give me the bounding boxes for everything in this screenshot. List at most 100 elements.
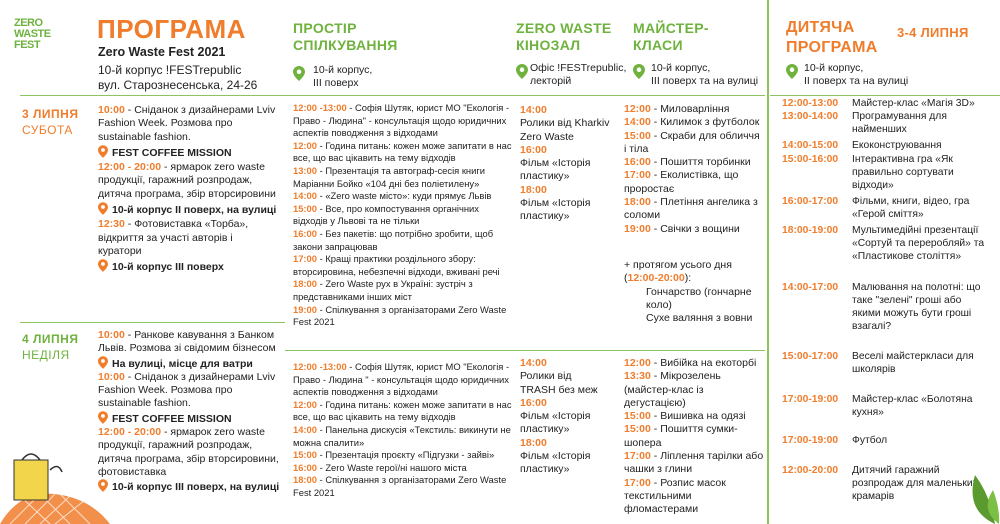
page-title: ПРОГРАМА xyxy=(97,14,246,44)
event-location-text: 10-й корпус ІІІ поверх, на вулиці xyxy=(112,481,280,494)
kids-event-text: Мультимедійні презентації «Сортуй та пер… xyxy=(852,225,985,262)
kids-event-row: 18:00-19:00 Мультимедійні презентації «Со… xyxy=(782,224,987,263)
event-text: - Ранкове кавування з Банком Львів. Розм… xyxy=(98,329,276,355)
divider xyxy=(770,95,1000,96)
kids-event-time: 14:00-15:00 xyxy=(782,140,839,151)
event-text: - Вишивка на одязі xyxy=(650,410,746,423)
kids-event-time: 17:00-19:00 xyxy=(782,435,839,446)
event-item: 15:00 - Презентація проєкту «Підгузки - … xyxy=(293,449,513,462)
day1-space-events: 12:00 -13:00 - Софія Шутяк, юрист МО "Ек… xyxy=(293,102,513,329)
logo-line2: WASTE xyxy=(14,28,51,40)
kids-event-time: 12:00-20:00 xyxy=(782,465,839,476)
kids-location: 10-й корпус, ІІ поверх та на вулиці xyxy=(786,62,908,88)
location-pin-icon xyxy=(786,64,798,79)
day2-date-text: 4 ЛИПНЯ xyxy=(22,332,79,346)
event-text: - Скраби для обличчя і тіла xyxy=(624,129,760,155)
event-item: 14:00 - Килимок з футболок xyxy=(624,116,764,129)
kids-event-text: Малювання на полотні: що таке "зелені" г… xyxy=(852,282,981,332)
column-divider xyxy=(767,0,769,524)
all-day-item: Гончарство (гончарне коло) xyxy=(646,285,752,311)
kids-event-text: Програмування для найменших xyxy=(852,111,947,135)
event-text: - Вибійка на екоторбі xyxy=(650,357,757,369)
event-text: Ролики від TRASH без меж xyxy=(520,370,598,396)
kids-event-text: Інтерактивна гра «Як правильно сортувати… xyxy=(852,154,954,191)
location-pin-icon xyxy=(633,64,645,79)
event-time: 12:00 - 20:00 xyxy=(98,426,162,439)
logo-line3: FEST xyxy=(14,39,41,51)
event-time: 17:00 xyxy=(624,450,651,463)
location-pin-icon xyxy=(98,355,108,369)
divider xyxy=(20,322,285,323)
event-time: 15:00 xyxy=(624,410,651,423)
event-item: 16:00 Фільм «Історія пластику» xyxy=(520,397,610,437)
event-time: 10:00 xyxy=(98,370,125,383)
event-time: 10:00 xyxy=(98,329,125,341)
event-item: 16:00 - Пошиття торбинки xyxy=(624,156,764,169)
event-time: 12:00 xyxy=(293,398,317,410)
event-time: 12:00 xyxy=(293,139,317,151)
event-time: 14:00 xyxy=(520,357,547,369)
location-pin-icon xyxy=(516,64,528,79)
event-text: Фільм «Історія пластику» xyxy=(520,410,591,436)
kids-event-time: 15:00-16:00 xyxy=(782,154,839,165)
space-loc1: 10-й корпус, xyxy=(313,64,373,76)
event-location: FEST COFFEE MISSION xyxy=(98,145,278,160)
space-title2: СПІЛКУВАННЯ xyxy=(293,37,398,53)
event-text: - Килимок з футболок xyxy=(650,116,760,129)
event-text: - Еколистівка, що проростає xyxy=(624,169,739,195)
event-text: - Панельна дискусія «Текстиль: викинути … xyxy=(293,423,511,448)
kids-title2: ПРОГРАМА xyxy=(786,39,878,56)
kids-event-text: Екоконструювання xyxy=(852,140,942,151)
event-time: 13:00 xyxy=(293,164,317,176)
kids-event-row: 15:00-17:00 Веселі майстеркласи для школя… xyxy=(782,350,987,376)
kids-loc1: 10-й корпус, xyxy=(804,62,864,74)
event-location-text: На вулиці, місце для ватри xyxy=(112,357,253,370)
day1-all-day: + протягом усього дня (12:00-20:00): Гон… xyxy=(624,259,764,325)
divider xyxy=(20,95,765,96)
event-item: 19:00 - Спілкування з організаторами Zer… xyxy=(293,304,513,329)
event-text: - Софія Шутяк, юрист МО "Екологія - Прав… xyxy=(293,361,510,398)
event-item: 14:00 Ролики від TRASH без меж xyxy=(520,357,610,397)
kids-event-row: 12:00-13:00 Майстер-клас «Магія 3D» xyxy=(782,97,987,110)
kids-dates: 3-4 ЛИПНЯ xyxy=(897,25,969,40)
event-location: 10-й корпус ІІІ поверх xyxy=(98,259,278,274)
kids-event-time: 15:00-17:00 xyxy=(782,351,839,362)
event-location-text: FEST COFFEE MISSION xyxy=(112,146,232,159)
space-column-title: ПРОСТІР СПІЛКУВАННЯ xyxy=(293,20,398,54)
event-time: 18:00 xyxy=(293,474,317,486)
event-location: FEST COFFEE MISSION xyxy=(98,411,283,426)
event-location-text: 10-й корпус ІІ поверх, на вулиці xyxy=(112,204,277,217)
event-text: - ярмарок zero waste продукції, гаражний… xyxy=(98,426,279,478)
day1-main-events: 10:00 - Сніданок з дизайнерами Lviv Fash… xyxy=(98,104,278,276)
event-time: 15:00 xyxy=(624,423,651,436)
event-item: 14:00 - Панельна дискусія «Текстиль: вик… xyxy=(293,424,513,449)
event-time: 10:00 xyxy=(98,104,125,116)
event-time: 16:00 xyxy=(293,461,317,473)
event-item: 10:00 - Ранкове кавування з Банком Львів… xyxy=(98,329,283,356)
day2-weekday: НЕДІЛЯ xyxy=(22,348,70,362)
event-time: 14:00 xyxy=(624,116,651,129)
day2-main-events: 10:00 - Ранкове кавування з Банком Львів… xyxy=(98,329,283,495)
event-item: 17:00 - Кращі практики роздільного збору… xyxy=(293,253,513,278)
event-time: 14:00 xyxy=(293,423,317,435)
event-item: 15:00 - Пошиття сумки-шопера xyxy=(624,423,764,450)
event-item: 16:00 - Без пакетів: що потрібно зробити… xyxy=(293,228,513,253)
day2-cinema-events: 14:00 Ролики від TRASH без меж 16:00 Фільм … xyxy=(520,357,610,477)
event-text: - Спілкування з організаторами Zero Wast… xyxy=(293,303,507,328)
event-time: 16:00 xyxy=(293,227,317,239)
kids-event-time: 14:00-17:00 xyxy=(782,282,839,293)
masters-column-title: МАЙСТЕР- КЛАСИ xyxy=(633,20,709,54)
event-text: - Свічки з вощини xyxy=(650,222,740,235)
event-item: 12:00 - Година питань: кожен може запита… xyxy=(293,140,513,165)
event-time: 16:00 xyxy=(520,396,547,409)
event-time: 19:00 xyxy=(624,222,651,235)
location-pin-icon xyxy=(98,479,108,493)
cinema-title2: КІНОЗАЛ xyxy=(516,37,581,53)
event-text: - «Zero waste місто»: куди прямує Львів xyxy=(316,190,492,202)
event-text: - Все, про компостування органічних відх… xyxy=(293,202,479,227)
event-text: - Софія Шутяк, юрист МО "Екологія - Прав… xyxy=(293,102,510,139)
page-subtitle: Zero Waste Fest 2021 xyxy=(98,45,226,59)
event-item: 17:00 - Еколистівка, що проростає xyxy=(624,169,764,196)
kids-event-row: 15:00-16:00 Інтерактивна гра «Як правильн… xyxy=(782,153,987,192)
event-time: 17:00 xyxy=(624,169,651,182)
